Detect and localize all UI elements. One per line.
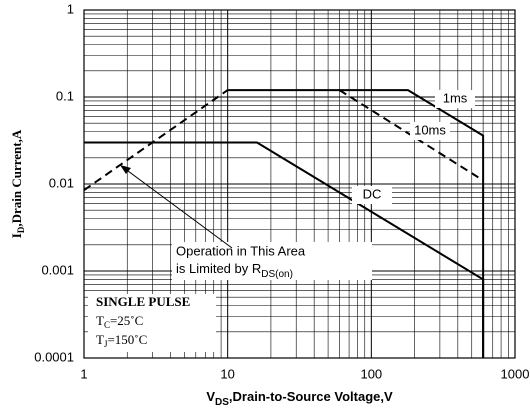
annotation-bg [172,242,372,280]
conditions-tc: TC=25˚C [96,313,143,330]
conditions-tc-rest: =25˚C [110,313,143,328]
plot-frame [83,9,516,359]
annotation-sub: DS(on) [261,269,293,280]
x-axis-label-sub: DS [215,397,229,408]
conditions-tc-sub: C [104,320,110,330]
y-axis-label-sub: D [16,226,26,233]
x-tick-label: 10 [220,366,234,381]
x-tick-label: 1000 [501,366,530,381]
x-axis-label-main: V [206,389,215,404]
annotation-arrow [123,167,233,249]
series-label: 1ms [443,90,468,105]
y-tick-label: 0.01 [49,175,74,190]
conditions-line: SINGLE PULSE [96,294,190,309]
y-axis-label-main: I [9,233,24,238]
series-label: DC [363,186,382,201]
x-axis-label: VDS,Drain-to-Source Voltage,V [206,389,393,407]
series-label-bg [410,122,450,140]
series-label-bg [352,186,392,204]
y-tick-label: 0.0001 [34,349,74,364]
conditions-box [88,294,216,352]
series-label: 10ms [414,122,446,137]
conditions-tj: TJ=150˚C [96,332,147,349]
soa-line [83,89,229,191]
y-tick-label: 0.001 [41,262,74,277]
y-tick-label: 0.1 [56,88,74,103]
y-axis-label-rest: ,Drain Current,A [9,129,24,227]
soa-line [84,141,485,358]
x-tick-label: 1 [80,366,87,381]
annotation-line: is Limited by RDS(on) [176,261,293,279]
annotation-arrowhead [120,165,131,174]
annotation-main: is Limited by R [176,261,261,276]
y-tick-label: 1 [67,1,74,16]
series-label-bg [435,90,475,108]
annotation-line: Operation in This Area [176,243,306,258]
conditions-tj-sub: J [104,339,108,349]
x-axis-label-rest: ,Drain-to-Source Voltage,V [229,389,393,404]
conditions-tj-rest: =150˚C [107,332,147,347]
soa-line [227,89,485,358]
y-axis-label: ID,Drain Current,A [9,129,26,238]
x-tick-label: 100 [360,366,382,381]
conditions-tc-main: T [96,313,104,328]
conditions-tj-main: T [96,332,104,347]
